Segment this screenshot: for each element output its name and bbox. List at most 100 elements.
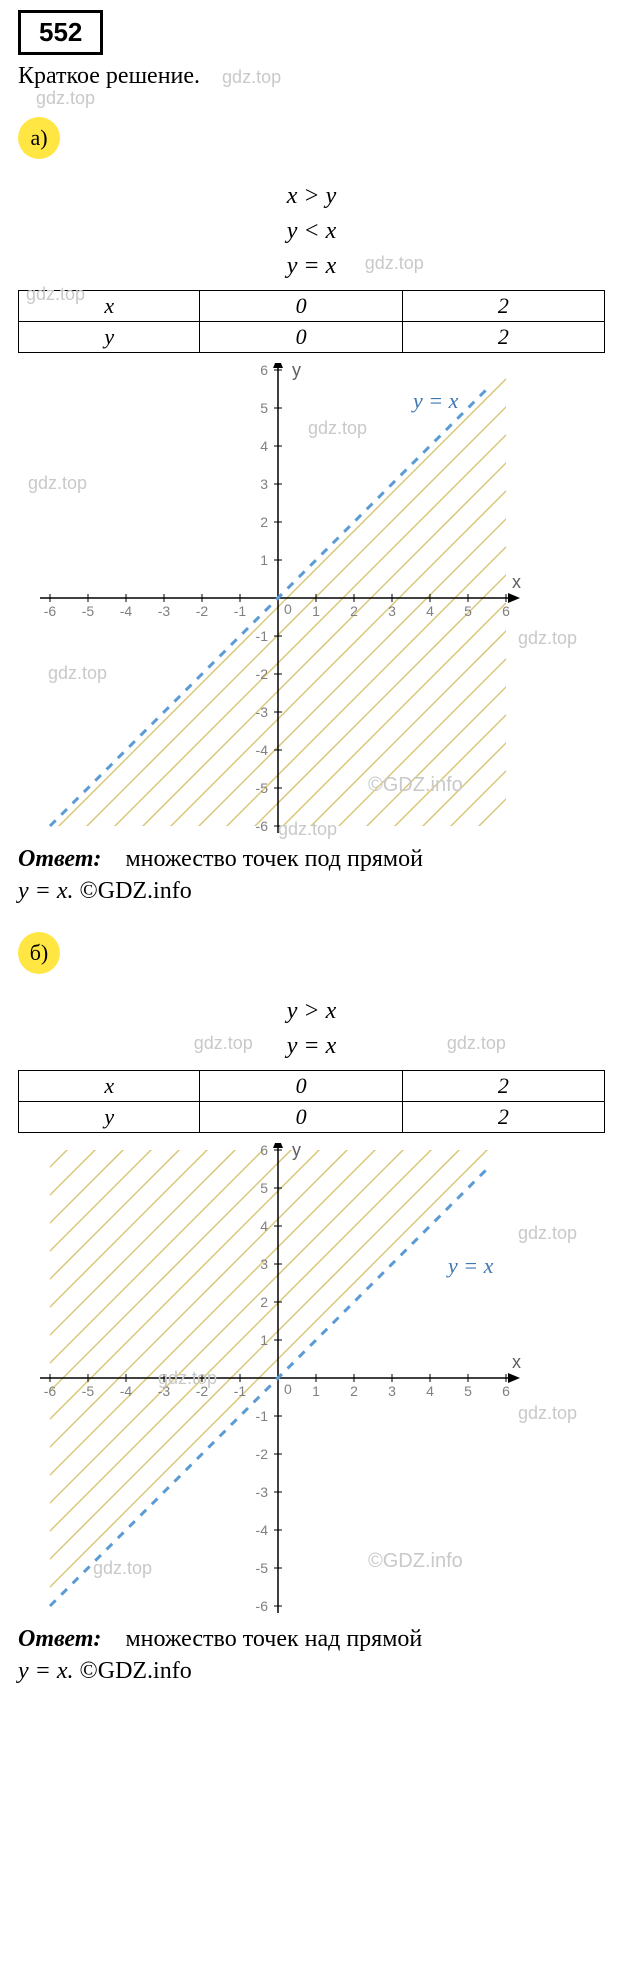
table-cell-y-label: y [19, 322, 200, 353]
watermark: gdz.top [222, 67, 281, 87]
table-cell: 2 [402, 1070, 604, 1101]
part-a-table: x 0 2 y 0 2 [18, 290, 605, 353]
svg-text:-6: -6 [256, 818, 269, 833]
svg-text:-1: -1 [234, 1383, 247, 1399]
watermark: gdz.top [28, 473, 87, 494]
svg-text:1: 1 [312, 603, 320, 619]
svg-text:1: 1 [260, 1332, 268, 1348]
eq-b-2: gdz.top y = x gdz.top [18, 1033, 605, 1060]
svg-text:-4: -4 [256, 1522, 269, 1538]
svg-text:6: 6 [502, 1383, 510, 1399]
svg-text:4: 4 [426, 603, 434, 619]
svg-text:-3: -3 [256, 1484, 269, 1500]
table-cell: 0 [200, 1070, 402, 1101]
svg-text:-5: -5 [82, 603, 95, 619]
svg-text:-4: -4 [256, 742, 269, 758]
svg-text:3: 3 [260, 476, 268, 492]
svg-text:-2: -2 [196, 603, 209, 619]
svg-text:5: 5 [464, 603, 472, 619]
watermark: gdz.top [158, 1368, 217, 1389]
svg-text:1: 1 [312, 1383, 320, 1399]
watermark: gdz.top [26, 284, 85, 305]
short-solution-row: Краткое решение. gdz.top [18, 63, 605, 90]
svg-text:3: 3 [388, 603, 396, 619]
svg-text:-4: -4 [120, 1383, 133, 1399]
copyright: ©GDZ.info [368, 774, 463, 797]
part-b-table: x 0 2 y 0 2 [18, 1070, 605, 1133]
svg-text:y: y [292, 363, 301, 380]
svg-text:-4: -4 [120, 603, 133, 619]
eq-a-3: y = xgdz.top [18, 253, 605, 280]
part-a-label: а) [18, 117, 60, 159]
svg-text:6: 6 [502, 603, 510, 619]
table-row: y 0 2 [19, 322, 605, 353]
svg-text:-6: -6 [44, 603, 57, 619]
svg-text:-1: -1 [256, 628, 269, 644]
answer-eq: y = x. [18, 1658, 74, 1684]
copyright-inline: ©GDZ.info [80, 878, 192, 904]
svg-text:2: 2 [350, 603, 358, 619]
eq-a-2: y < x [18, 218, 605, 245]
svg-text:-1: -1 [256, 1408, 269, 1424]
svg-text:-6: -6 [44, 1383, 57, 1399]
table-cell: 2 [402, 1101, 604, 1132]
watermark: gdz.top [48, 663, 107, 684]
svg-text:3: 3 [260, 1256, 268, 1272]
table-cell-y-label: y [19, 1101, 200, 1132]
part-a-answer: Ответ: множество точек под прямой y = x.… [18, 843, 605, 908]
table-cell: 0 [200, 291, 402, 322]
part-a-chart: -6-5-4-3-2-10123456-6-5-4-3-2-1123456xyy… [18, 363, 605, 833]
watermark: gdz.top [518, 1403, 577, 1424]
svg-text:2: 2 [260, 1294, 268, 1310]
watermark: gdz.top [278, 819, 337, 840]
svg-text:y: y [292, 1143, 301, 1160]
watermark: gdz.top [308, 418, 367, 439]
svg-text:-5: -5 [256, 1560, 269, 1576]
svg-text:y = x: y = x [411, 388, 459, 413]
svg-text:-2: -2 [256, 666, 269, 682]
svg-text:0: 0 [284, 601, 292, 617]
watermark: gdz.top [194, 1033, 253, 1054]
svg-text:-5: -5 [256, 780, 269, 796]
eq-b-1: y > x [18, 998, 605, 1025]
watermark: gdz.top [518, 628, 577, 649]
svg-text:x: x [512, 1352, 521, 1372]
svg-text:0: 0 [284, 1381, 292, 1397]
watermark: gdz.top [518, 1223, 577, 1244]
svg-text:2: 2 [350, 1383, 358, 1399]
svg-text:y = x: y = x [446, 1253, 494, 1278]
part-b-label: б) [18, 932, 60, 974]
svg-text:x: x [512, 572, 521, 592]
svg-text:5: 5 [260, 1180, 268, 1196]
svg-text:-1: -1 [234, 603, 247, 619]
answer-text: множество точек над прямой [125, 1626, 422, 1652]
short-solution-label: Краткое решение. [18, 63, 200, 89]
svg-text:2: 2 [260, 514, 268, 530]
answer-eq: y = x. [18, 878, 74, 904]
table-row: x 0 2 [19, 1070, 605, 1101]
svg-text:4: 4 [260, 1218, 268, 1234]
part-b-answer: Ответ: множество точек над прямой y = x.… [18, 1623, 605, 1688]
eq-a-1: x > y [18, 183, 605, 210]
svg-text:5: 5 [260, 400, 268, 416]
table-row: x 0 2 [19, 291, 605, 322]
table-cell: 0 [200, 1101, 402, 1132]
svg-text:4: 4 [260, 438, 268, 454]
table-cell: 2 [402, 291, 604, 322]
watermark: gdz.top [36, 88, 623, 109]
answer-label: Ответ: [18, 1626, 101, 1652]
svg-text:5: 5 [464, 1383, 472, 1399]
svg-text:-3: -3 [158, 603, 171, 619]
svg-text:-2: -2 [256, 1446, 269, 1462]
part-b-equations: y > x gdz.top y = x gdz.top [18, 998, 605, 1060]
table-cell: 0 [200, 322, 402, 353]
watermark: gdz.top [365, 253, 424, 274]
copyright-inline: ©GDZ.info [80, 1658, 192, 1684]
svg-text:3: 3 [388, 1383, 396, 1399]
table-cell: 2 [402, 322, 604, 353]
answer-label: Ответ: [18, 846, 101, 872]
table-cell-x-label: x [19, 1070, 200, 1101]
problem-number: 552 [18, 10, 103, 55]
svg-text:6: 6 [260, 363, 268, 378]
answer-text: множество точек под прямой [125, 846, 422, 872]
